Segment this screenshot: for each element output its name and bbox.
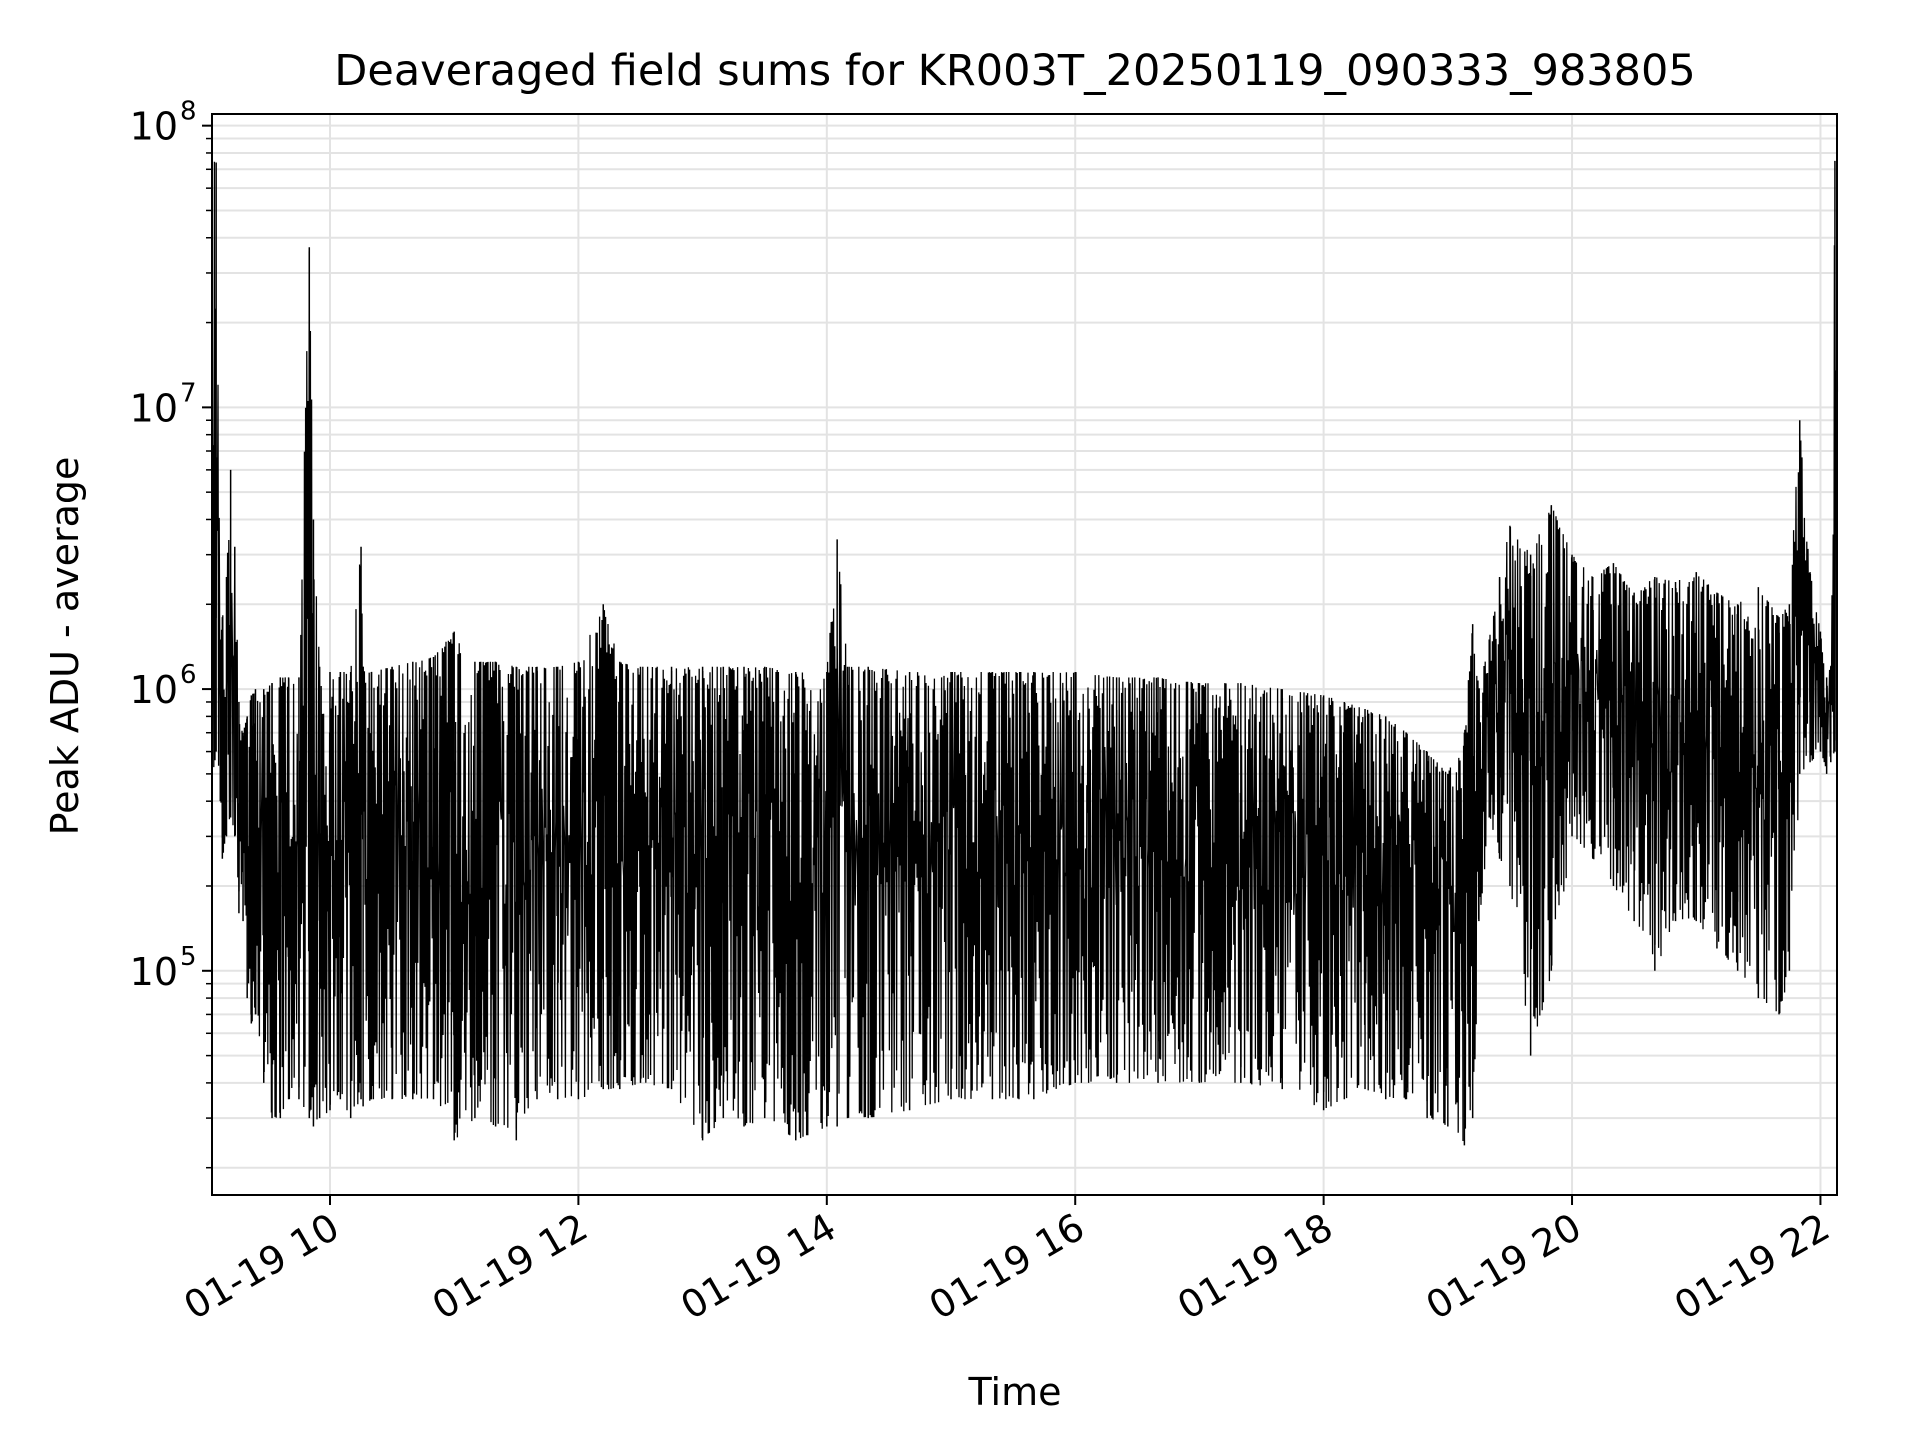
y-tick-exponent: 6 [180,660,197,690]
axes-frame [211,113,1838,1196]
series-line [211,161,1839,1142]
y-tick-label: 10 [130,950,178,994]
y-tick-exponent: 7 [180,378,197,408]
chart-title: Deaveraged field sums for KR003T_2025011… [334,46,1696,96]
y-tick-label: 10 [130,668,178,712]
y-tick-exponent: 5 [180,942,197,972]
y-tick-label: 10 [130,105,178,149]
x-axis-label: Time [968,1370,1062,1414]
y-axis-label: Peak ADU - average [43,457,87,836]
y-tick-label: 10 [130,386,178,430]
y-tick-exponent: 8 [180,97,197,127]
plot-area [211,160,1839,1146]
